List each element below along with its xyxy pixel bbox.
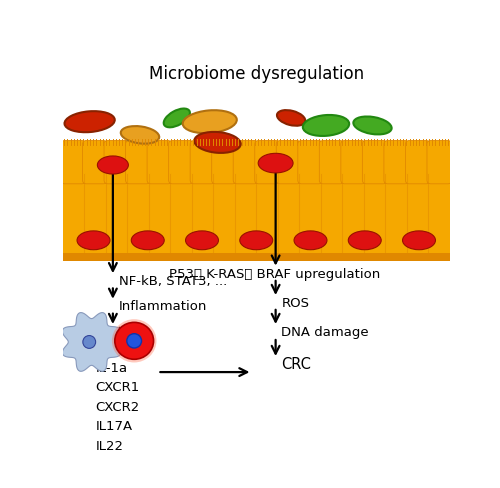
Ellipse shape: [127, 334, 142, 348]
FancyBboxPatch shape: [212, 141, 236, 184]
FancyBboxPatch shape: [190, 141, 214, 184]
FancyBboxPatch shape: [104, 141, 128, 184]
Text: Inflammation: Inflammation: [118, 299, 207, 312]
Ellipse shape: [121, 127, 159, 144]
Ellipse shape: [115, 323, 154, 360]
Ellipse shape: [98, 157, 128, 175]
Polygon shape: [62, 313, 121, 371]
Ellipse shape: [277, 111, 306, 126]
Bar: [62, 253, 450, 262]
Ellipse shape: [64, 112, 114, 133]
Ellipse shape: [294, 231, 327, 250]
FancyBboxPatch shape: [147, 141, 172, 184]
Ellipse shape: [354, 117, 392, 135]
Text: DNA damage: DNA damage: [282, 325, 369, 339]
Text: P53、 K-RAS、 BRAF upregulation: P53、 K-RAS、 BRAF upregulation: [169, 267, 380, 280]
Ellipse shape: [164, 109, 190, 128]
Ellipse shape: [77, 231, 110, 250]
Ellipse shape: [303, 116, 349, 137]
FancyBboxPatch shape: [341, 141, 365, 184]
Ellipse shape: [83, 336, 96, 348]
Text: IL-1a
CXCR1
CXCR2
IL17A
IL22: IL-1a CXCR1 CXCR2 IL17A IL22: [96, 361, 140, 452]
Ellipse shape: [186, 231, 218, 250]
Text: CRC: CRC: [282, 356, 312, 371]
Ellipse shape: [182, 111, 237, 134]
Text: Microbiome dysregulation: Microbiome dysregulation: [148, 64, 364, 82]
FancyBboxPatch shape: [126, 141, 150, 184]
Ellipse shape: [194, 133, 240, 154]
FancyBboxPatch shape: [362, 141, 387, 184]
FancyBboxPatch shape: [233, 141, 258, 184]
Ellipse shape: [112, 320, 156, 363]
Ellipse shape: [402, 231, 436, 250]
FancyBboxPatch shape: [427, 141, 452, 184]
Ellipse shape: [348, 231, 381, 250]
FancyBboxPatch shape: [406, 141, 430, 184]
FancyBboxPatch shape: [61, 141, 86, 184]
FancyBboxPatch shape: [298, 141, 322, 184]
Text: ROS: ROS: [282, 296, 310, 309]
FancyBboxPatch shape: [320, 141, 344, 184]
Ellipse shape: [258, 154, 293, 174]
Bar: [62, 179, 450, 262]
Ellipse shape: [132, 231, 164, 250]
Ellipse shape: [240, 231, 272, 250]
Text: NF-kB, STAT3, ...: NF-kB, STAT3, ...: [118, 275, 227, 287]
FancyBboxPatch shape: [384, 141, 408, 184]
FancyBboxPatch shape: [276, 141, 301, 184]
FancyBboxPatch shape: [254, 141, 280, 184]
FancyBboxPatch shape: [168, 141, 193, 184]
FancyBboxPatch shape: [82, 141, 107, 184]
